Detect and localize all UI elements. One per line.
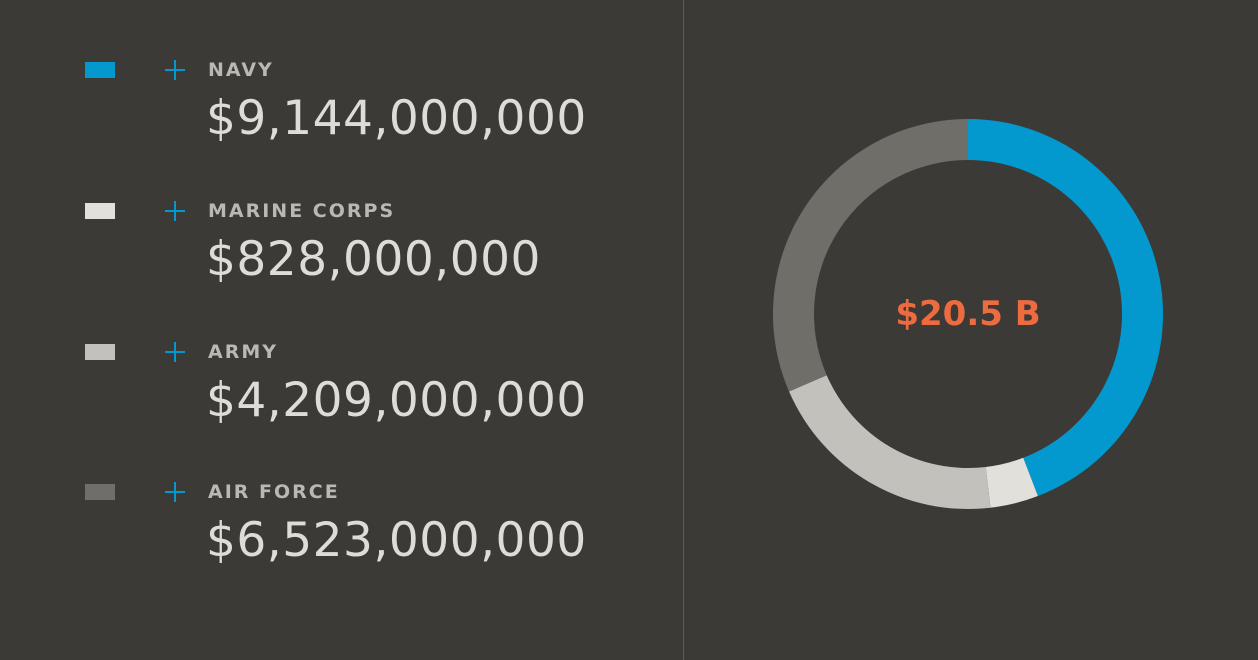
legend: NAVY $9,144,000,000 MARINE CORPS $828,00… [0, 55, 683, 587]
legend-item-air-force: AIR FORCE $6,523,000,000 [0, 477, 683, 587]
plus-icon[interactable] [163, 480, 187, 504]
donut-slice-army[interactable] [789, 375, 991, 509]
legend-item-army: ARMY $4,209,000,000 [0, 337, 683, 447]
branch-label: MARINE CORPS [208, 200, 396, 222]
divider [683, 0, 684, 660]
legend-swatch [85, 62, 115, 78]
legend-item-marine-corps: MARINE CORPS $828,000,000 [0, 196, 683, 306]
branch-label: ARMY [208, 341, 279, 363]
donut-slice-marine-corps[interactable] [985, 457, 1038, 508]
plus-icon[interactable] [163, 58, 187, 82]
plus-icon[interactable] [163, 340, 187, 364]
total-label: $20.5 B [895, 294, 1041, 334]
branch-label: NAVY [208, 59, 274, 81]
branch-value: $9,144,000,000 [206, 91, 587, 146]
branch-value: $828,000,000 [206, 232, 541, 287]
legend-item-navy: NAVY $9,144,000,000 [0, 55, 683, 165]
branch-label: AIR FORCE [208, 481, 340, 503]
donut-slice-navy[interactable] [968, 119, 1163, 497]
donut-chart: $20.5 B [684, 0, 1258, 660]
legend-swatch [85, 344, 115, 360]
legend-swatch [85, 203, 115, 219]
donut-slice-air-force[interactable] [773, 119, 968, 392]
plus-icon[interactable] [163, 199, 187, 223]
donut-svg [773, 119, 1163, 509]
branch-value: $6,523,000,000 [206, 513, 587, 568]
legend-swatch [85, 484, 115, 500]
branch-value: $4,209,000,000 [206, 373, 587, 428]
